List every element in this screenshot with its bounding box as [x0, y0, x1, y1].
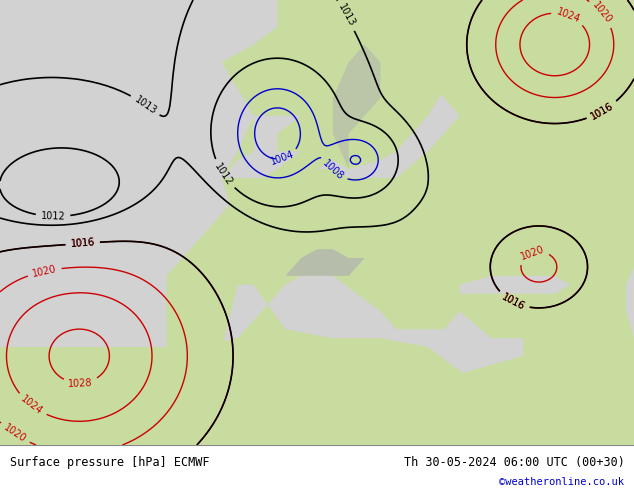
Text: 1016: 1016 — [70, 238, 95, 249]
Polygon shape — [285, 249, 365, 276]
Text: 1020: 1020 — [519, 244, 545, 262]
Text: 1016: 1016 — [500, 292, 527, 312]
Polygon shape — [626, 267, 634, 338]
Text: 1008: 1008 — [321, 158, 346, 182]
Text: Th 30-05-2024 06:00 UTC (00+30): Th 30-05-2024 06:00 UTC (00+30) — [404, 456, 624, 468]
Text: Surface pressure [hPa] ECMWF: Surface pressure [hPa] ECMWF — [10, 456, 209, 468]
Polygon shape — [0, 329, 634, 445]
Polygon shape — [317, 89, 460, 178]
Text: 1024: 1024 — [19, 394, 44, 417]
Text: 1020: 1020 — [590, 0, 614, 25]
Text: 1024: 1024 — [555, 6, 581, 25]
Text: 1028: 1028 — [68, 377, 93, 389]
Polygon shape — [222, 116, 317, 178]
Text: 1013: 1013 — [336, 2, 356, 29]
Polygon shape — [0, 0, 278, 445]
Text: 1020: 1020 — [2, 423, 28, 445]
Text: 1016: 1016 — [70, 238, 95, 249]
Polygon shape — [278, 45, 460, 169]
Text: 1016: 1016 — [589, 100, 616, 122]
Text: 1013: 1013 — [133, 94, 158, 116]
Text: 1020: 1020 — [32, 264, 58, 279]
Text: 1012: 1012 — [212, 161, 235, 187]
Polygon shape — [333, 45, 380, 169]
Text: ©weatheronline.co.uk: ©weatheronline.co.uk — [500, 477, 624, 487]
Polygon shape — [0, 0, 634, 445]
Polygon shape — [190, 276, 523, 374]
Polygon shape — [460, 276, 571, 294]
Text: 1004: 1004 — [269, 149, 295, 168]
Text: 1012: 1012 — [41, 211, 65, 221]
Text: 1016: 1016 — [589, 100, 616, 122]
Text: 1016: 1016 — [500, 292, 527, 312]
